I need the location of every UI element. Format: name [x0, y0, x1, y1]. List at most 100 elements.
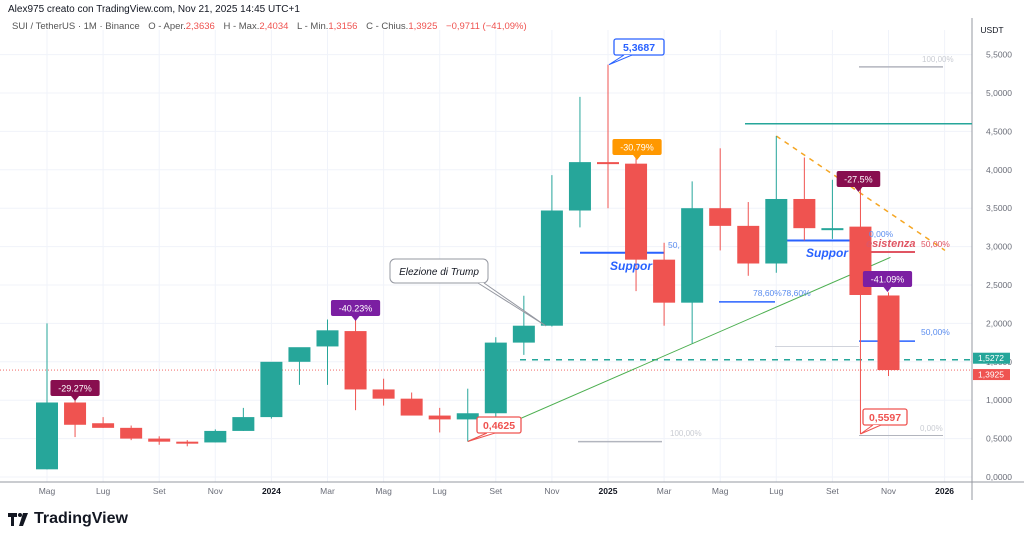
- candle-body[interactable]: [793, 198, 816, 229]
- time-tick: 2024: [262, 486, 281, 496]
- fib-label: 50,00%: [921, 327, 950, 337]
- uptrend-line: [467, 256, 891, 442]
- change-badge: [330, 300, 381, 316]
- price-tick: 2,0000: [986, 318, 1012, 328]
- time-tick: Nov: [544, 486, 560, 496]
- candle-body[interactable]: [877, 295, 900, 371]
- price-tick: 4,0000: [986, 165, 1012, 175]
- change-badge-pointer: [633, 155, 642, 160]
- fib-label: 78,60%78,60%: [753, 288, 811, 298]
- time-tick: Set: [826, 486, 839, 496]
- candle-body[interactable]: [653, 259, 676, 303]
- price-axis-badge-text: 1,3925: [978, 370, 1004, 380]
- price-callout-text: 5,3687: [623, 42, 655, 54]
- candle-body[interactable]: [148, 438, 171, 442]
- author-line: Alex975 creato con TradingView.com, Nov …: [8, 4, 300, 15]
- tradingview-logo-icon: [8, 512, 28, 526]
- price-tick: 3,0000: [986, 242, 1012, 252]
- symbol-name[interactable]: SUI / TetherUS · 1M · Binance: [12, 21, 140, 32]
- time-tick: Mag: [712, 486, 729, 496]
- trump-callout-text: Elezione di Trump: [399, 267, 479, 278]
- candle-body[interactable]: [765, 198, 788, 264]
- resistance-label: esistenza: [866, 238, 916, 250]
- fib-label: 0,00%: [869, 229, 894, 239]
- candle-body[interactable]: [372, 389, 395, 399]
- price-tick: 0,0000: [986, 472, 1012, 482]
- price-axis-badge: [973, 369, 1010, 381]
- symbol-legend: SUI / TetherUS · 1M · Binance O - Aper.2…: [12, 21, 527, 32]
- candle-body[interactable]: [64, 402, 87, 425]
- candle-body[interactable]: [92, 423, 115, 428]
- price-tick: 5,5000: [986, 50, 1012, 60]
- change-badge-text: -40.23%: [339, 304, 373, 314]
- candle-body[interactable]: [260, 361, 283, 418]
- price-chart[interactable]: 5,5000 5,0000 4,5000 4,0000 3,5000 3,0000 2,50…: [0, 0, 1024, 500]
- fib-label: 50,00%: [921, 239, 950, 249]
- price-axis-unit: USDT: [980, 25, 1003, 35]
- price-callout-text: 0,5597: [869, 412, 901, 424]
- candle-body[interactable]: [568, 162, 591, 211]
- candle-body[interactable]: [737, 225, 760, 264]
- high-value: 2,4034: [259, 21, 289, 32]
- candle-body[interactable]: [36, 402, 58, 470]
- change-badge: [862, 271, 913, 287]
- time-tick: Set: [153, 486, 166, 496]
- price-axis-badge-text: 1,5272: [978, 353, 1004, 363]
- change-badge-text: -27.5%: [844, 175, 873, 185]
- fib-label: 100,00%: [922, 55, 954, 64]
- candle-body[interactable]: [176, 441, 199, 444]
- time-tick: Mag: [39, 486, 56, 496]
- tradingview-logo[interactable]: TradingView: [8, 510, 128, 528]
- time-tick: Mar: [320, 486, 335, 496]
- time-tick: 2025: [599, 486, 618, 496]
- price-tick: 4,5000: [986, 126, 1012, 136]
- price-tick: 5,0000: [986, 88, 1012, 98]
- candle-body[interactable]: [484, 342, 507, 414]
- candle-body[interactable]: [316, 330, 339, 347]
- fib-label: 100,00%: [670, 429, 702, 438]
- price-callout-pointer: [467, 432, 496, 442]
- fib-label: 50,: [668, 240, 680, 250]
- candle-body[interactable]: [204, 430, 227, 443]
- change-badge: [50, 380, 100, 396]
- tradingview-logo-text: TradingView: [34, 510, 128, 527]
- price-callout-pointer: [860, 424, 882, 435]
- time-tick: Mar: [657, 486, 672, 496]
- candle-body[interactable]: [597, 162, 619, 165]
- candle-body[interactable]: [428, 415, 451, 420]
- price-tick: 3,5000: [986, 203, 1012, 213]
- close-label: C - Chius.: [366, 21, 409, 32]
- support-label: Suppor: [806, 246, 849, 260]
- time-tick: Lug: [433, 486, 447, 496]
- price-callout: [862, 408, 908, 426]
- price-tick: 1,0000: [986, 395, 1012, 405]
- candle-body[interactable]: [456, 413, 479, 420]
- candle-body[interactable]: [344, 331, 367, 390]
- change-badge-text: -30.79%: [620, 143, 654, 153]
- time-tick: Lug: [96, 486, 110, 496]
- candle-body[interactable]: [821, 228, 844, 231]
- time-tick: Set: [489, 486, 502, 496]
- candle-body[interactable]: [512, 325, 535, 343]
- candle-body[interactable]: [232, 417, 255, 431]
- candle-body[interactable]: [400, 398, 423, 416]
- low-label: L - Min.: [297, 21, 329, 32]
- trump-callout-pointer: [477, 282, 547, 327]
- candle-body[interactable]: [540, 210, 563, 326]
- price-callout: [476, 416, 522, 434]
- candle-body[interactable]: [625, 163, 648, 260]
- change-badge: [612, 139, 662, 155]
- time-tick: 2026: [935, 486, 954, 496]
- candle-body[interactable]: [709, 208, 732, 226]
- candle-body[interactable]: [288, 347, 311, 362]
- price-callout-text: 0,4625: [483, 420, 515, 432]
- candle-body[interactable]: [681, 208, 704, 303]
- time-tick: Lug: [769, 486, 783, 496]
- change-badge-pointer: [351, 316, 360, 321]
- high-label: H - Max.: [223, 21, 260, 32]
- change-badge: [836, 171, 881, 187]
- change-badge-pointer: [854, 187, 863, 192]
- candle-body[interactable]: [120, 427, 143, 439]
- close-value: 1,3925: [408, 21, 438, 32]
- price-callout: [613, 38, 665, 56]
